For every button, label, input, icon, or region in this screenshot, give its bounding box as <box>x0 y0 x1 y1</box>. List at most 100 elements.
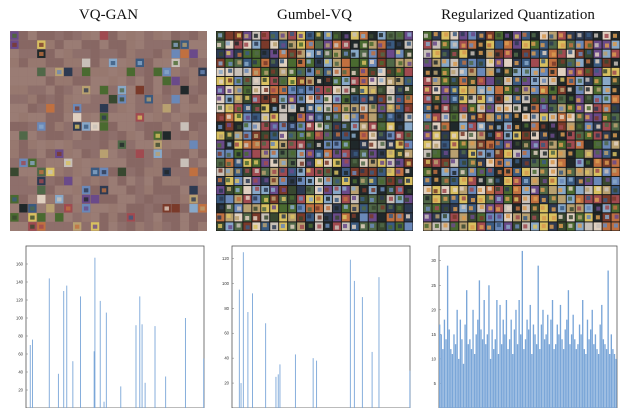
histogram-bar <box>502 319 504 408</box>
y-tick-label: 140 <box>16 280 24 285</box>
codebook-mosaic-vq-gan <box>10 31 207 231</box>
histogram-bar <box>534 334 536 408</box>
histogram-bar <box>459 319 462 408</box>
histogram-bar <box>537 265 539 408</box>
histogram-bar <box>489 358 492 408</box>
y-tick-label: 15 <box>431 332 436 337</box>
histogram-bar <box>29 345 31 408</box>
histogram-bar <box>575 349 578 408</box>
y-tick-label: 5 <box>434 381 437 386</box>
histogram-bar <box>443 319 446 408</box>
histogram-bar <box>462 363 465 408</box>
y-tick-label: 40 <box>18 370 23 375</box>
histogram-bar <box>409 370 411 408</box>
histogram-bar <box>610 334 612 408</box>
histogram-bar <box>461 339 463 408</box>
histogram-bar <box>597 354 600 408</box>
histogram-bar <box>478 280 481 408</box>
histogram-bar <box>470 349 473 408</box>
histogram-bar <box>596 349 598 408</box>
y-tick-label: 60 <box>224 331 229 336</box>
histogram-bar <box>469 339 471 408</box>
histogram-bar <box>593 344 595 408</box>
histogram-bar <box>602 339 605 408</box>
histogram-bar <box>499 304 501 408</box>
histogram-bar <box>524 339 527 408</box>
histogram-bar <box>613 354 616 408</box>
histogram-bar <box>103 401 105 408</box>
histogram-bar <box>504 334 506 408</box>
histogram-bar <box>371 351 373 408</box>
histogram-bar <box>440 334 442 408</box>
histogram-bar <box>48 278 50 408</box>
histogram-bar <box>353 280 355 408</box>
panel-title-gumbel-vq: Gumbel-VQ <box>277 7 352 23</box>
histogram-bar <box>240 383 242 408</box>
y-tick-label: 30 <box>431 258 436 263</box>
histogram-bar <box>493 349 495 408</box>
histogram-bar <box>542 309 544 408</box>
histogram-bar <box>242 252 244 408</box>
histogram-bar <box>454 344 457 408</box>
histogram-bar <box>543 339 546 408</box>
histogram-bar <box>312 358 314 408</box>
y-tick-label: 80 <box>18 334 23 339</box>
histogram-bar <box>526 319 528 408</box>
histogram-bar <box>456 309 458 408</box>
histogram-bar <box>615 358 617 408</box>
histogram-bar <box>473 354 476 408</box>
panel-title-vq-gan: VQ-GAN <box>78 7 139 23</box>
histogram-bar <box>551 300 554 408</box>
histogram-bar <box>566 319 568 408</box>
histogram-bar <box>475 334 477 408</box>
histogram-bar <box>607 270 609 408</box>
histogram-bar <box>550 319 552 408</box>
histogram-bar <box>94 257 96 408</box>
histogram-bar <box>523 349 525 408</box>
histogram-bar <box>165 376 167 408</box>
histogram-bar <box>32 339 33 408</box>
y-tick-label: 10 <box>431 356 436 361</box>
histogram-bar <box>604 344 606 408</box>
histogram-bar <box>120 386 122 408</box>
histogram-bar <box>507 349 509 408</box>
histogram-bar <box>561 339 563 408</box>
y-tick-label: 20 <box>431 307 436 312</box>
histogram-bar <box>446 265 449 408</box>
histogram-bar <box>510 319 512 408</box>
histogram-bar <box>488 285 490 408</box>
histogram-bar <box>594 334 597 408</box>
usage-histogram-regularized-quantization: 5 10 15 20 25 30 <box>423 244 620 408</box>
y-tick-label: 20 <box>224 381 229 386</box>
histogram-bar <box>516 344 519 408</box>
histogram-bar <box>448 329 450 408</box>
histogram-bar <box>578 324 581 408</box>
histogram-bar <box>585 354 587 408</box>
histogram-bar <box>105 312 107 408</box>
histogram-bar <box>512 354 514 408</box>
histogram-bar <box>361 297 363 408</box>
histogram-bar <box>574 339 576 408</box>
y-tick-label: 40 <box>224 356 229 361</box>
histogram-bar <box>485 344 487 408</box>
histogram-bar <box>491 329 493 408</box>
histogram-bar <box>316 360 318 408</box>
histogram-bar <box>277 374 279 408</box>
histogram-bar <box>601 304 603 408</box>
histogram-bar <box>612 349 614 408</box>
histogram-bar <box>582 300 584 408</box>
histogram-bar <box>63 291 65 408</box>
histogram-bar <box>540 324 543 408</box>
histogram-bar <box>520 334 522 408</box>
histogram-bar <box>545 334 547 408</box>
histogram-bar <box>480 329 482 408</box>
histogram-bar <box>294 354 296 408</box>
histogram-bar <box>531 354 533 408</box>
histogram-bar <box>497 354 500 408</box>
histogram-bar <box>508 339 511 408</box>
histogram-bar <box>483 300 485 408</box>
usage-histogram-gumbel-vq: 20 40 60 80 100 120 <box>216 244 413 408</box>
histogram-bar <box>453 334 455 408</box>
histogram-bar <box>583 349 585 408</box>
histogram-bar <box>57 373 59 408</box>
